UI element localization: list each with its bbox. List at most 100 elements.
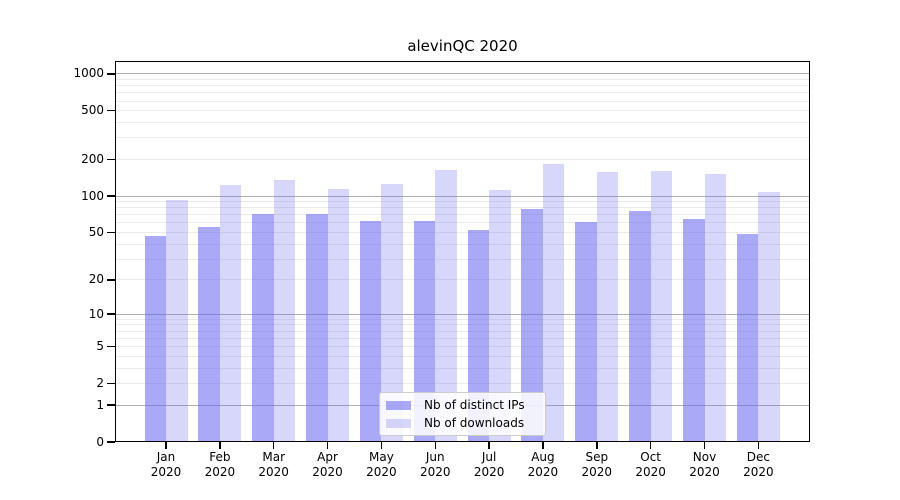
gridline-minor-2	[116, 382, 809, 384]
y-tick-label-1: 1	[96, 397, 104, 412]
bar-nb-of-downloads-dec	[758, 191, 780, 442]
x-tick-label-jun: Jun 2020	[419, 450, 451, 479]
x-tick-label-oct: Oct 2020	[635, 450, 666, 479]
gridline-minor-4	[116, 355, 809, 357]
gridline-minor-8	[116, 324, 809, 326]
y-tick-mark-500	[107, 109, 115, 112]
x-tick-mark-feb	[219, 442, 221, 449]
bar-nb-of-distinct-ips-oct	[629, 211, 651, 442]
bar-nb-of-downloads-aug	[542, 164, 565, 442]
gridline-minor-40	[116, 243, 809, 245]
y-tick-mark-1000	[107, 73, 115, 75]
y-tick-label-10: 10	[88, 306, 104, 321]
x-tick-label-feb: Feb 2020	[204, 450, 236, 479]
y-tick-label-100: 100	[81, 188, 104, 203]
bar-nb-of-downloads-oct	[650, 171, 673, 442]
x-tick-label-nov: Nov 2020	[689, 450, 720, 479]
legend-swatch-distinct-ips	[386, 400, 411, 410]
bar-nb-of-distinct-ips-dec	[736, 233, 759, 442]
gridline-minor-80	[116, 207, 809, 209]
legend-item-distinct-ips: Nb of distinct IPs	[386, 398, 539, 412]
gridline-major-10	[116, 313, 809, 315]
gridline-major-1000	[116, 73, 809, 75]
bar-nb-of-downloads-jul	[489, 189, 511, 442]
bar-nb-of-distinct-ips-nov	[683, 218, 705, 442]
gridline-minor-700	[116, 92, 809, 94]
y-tick-mark-50	[107, 231, 115, 234]
x-tick-mark-nov	[703, 442, 706, 449]
x-tick-mark-jul	[488, 442, 490, 449]
gridline-minor-3	[116, 367, 809, 369]
gridline-minor-800	[116, 85, 809, 87]
gridline-minor-900	[116, 78, 809, 80]
x-tick-label-apr: Apr 2020	[312, 450, 343, 479]
bar-nb-of-downloads-may	[381, 183, 403, 442]
bar-nb-of-distinct-ips-aug	[521, 209, 543, 442]
gridline-major-100	[116, 195, 809, 197]
gridline-minor-6	[116, 337, 809, 339]
x-tick-label-may: May 2020	[366, 450, 397, 479]
y-tick-label-200: 200	[81, 151, 104, 166]
y-tick-mark-200	[107, 158, 115, 161]
gridline-minor-200	[116, 158, 809, 160]
x-tick-mark-jun	[434, 442, 436, 449]
bar-nb-of-downloads-jan	[166, 200, 188, 442]
gridline-minor-400	[116, 122, 809, 124]
y-tick-mark-2	[107, 382, 115, 385]
x-tick-mark-apr	[326, 442, 329, 449]
bar-nb-of-downloads-mar	[273, 180, 296, 442]
bar-nb-of-downloads-nov	[704, 173, 726, 442]
x-tick-mark-dec	[757, 442, 760, 449]
gridline-minor-70	[116, 214, 809, 216]
legend-swatch-downloads	[386, 418, 411, 428]
gridline-minor-5	[116, 346, 809, 348]
gridline-minor-600	[116, 100, 809, 102]
bar-nb-of-distinct-ips-jul	[467, 230, 490, 442]
y-tick-label-50: 50	[88, 224, 104, 239]
legend-label-distinct-ips: Nb of distinct IPs	[424, 398, 525, 412]
x-tick-label-mar: Mar 2020	[258, 450, 289, 479]
y-tick-label-500: 500	[81, 103, 104, 118]
y-tick-label-20: 20	[88, 272, 104, 287]
bar-nb-of-downloads-feb	[219, 184, 242, 442]
gridline-minor-300	[116, 137, 809, 139]
x-tick-label-sep: Sep 2020	[581, 450, 613, 479]
x-tick-mark-oct	[649, 442, 652, 449]
bar-nb-of-distinct-ips-may	[359, 221, 382, 442]
gridline-minor-9	[116, 318, 809, 320]
legend-item-downloads: Nb of downloads	[386, 416, 539, 430]
legend: Nb of distinct IPs Nb of downloads	[379, 392, 546, 436]
y-tick-mark-1	[107, 404, 115, 406]
x-tick-label-aug: Aug 2020	[527, 450, 559, 479]
gridline-minor-20	[116, 279, 809, 281]
y-tick-label-0: 0	[96, 434, 104, 449]
y-tick-label-1000: 1000	[73, 66, 104, 81]
x-tick-mark-sep	[596, 442, 598, 449]
x-tick-mark-may	[380, 442, 383, 449]
bar-nb-of-downloads-jun	[435, 170, 457, 442]
gridline-minor-60	[116, 222, 809, 224]
y-tick-mark-5	[107, 345, 115, 348]
x-tick-label-jan: Jan 2020	[150, 450, 182, 479]
gridline-minor-50	[116, 231, 809, 233]
bar-nb-of-distinct-ips-jan	[144, 235, 166, 442]
y-tick-mark-20	[107, 279, 115, 281]
y-tick-mark-100	[107, 195, 115, 197]
bar-nb-of-downloads-apr	[327, 188, 350, 442]
x-tick-label-jul: Jul 2020	[473, 450, 505, 479]
bar-nb-of-distinct-ips-sep	[575, 222, 597, 442]
x-tick-mark-aug	[542, 442, 544, 449]
y-tick-mark-10	[107, 313, 115, 315]
legend-label-downloads: Nb of downloads	[424, 416, 525, 430]
gridline-minor-500	[116, 110, 809, 112]
gridline-minor-7	[116, 330, 809, 332]
bar-nb-of-distinct-ips-feb	[198, 226, 220, 442]
y-tick-mark-0	[107, 441, 115, 443]
y-tick-label-5: 5	[96, 339, 104, 354]
gridline-minor-90	[116, 201, 809, 203]
x-tick-label-dec: Dec 2020	[743, 450, 774, 479]
chart-title: alevinQC 2020	[407, 37, 518, 55]
gridline-minor-30	[116, 258, 809, 260]
bar-nb-of-distinct-ips-apr	[306, 214, 328, 442]
bar-nb-of-distinct-ips-jun	[413, 221, 436, 442]
